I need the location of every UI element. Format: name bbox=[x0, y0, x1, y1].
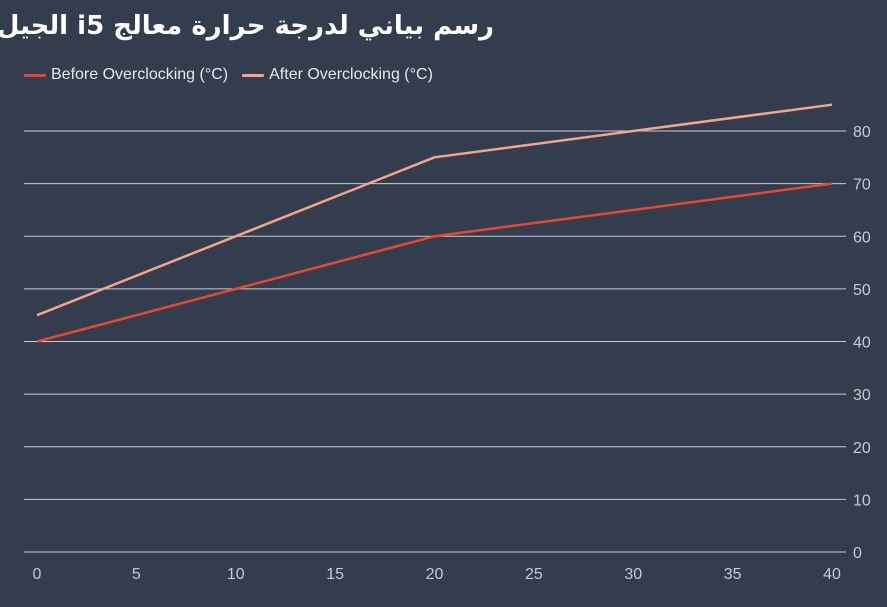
y-tick-label: 80 bbox=[853, 124, 871, 141]
y-tick-label: 70 bbox=[853, 177, 871, 194]
y-tick-label: 60 bbox=[853, 229, 871, 246]
legend-label-before: Before Overclocking (°C) bbox=[51, 66, 229, 83]
x-tick-label: 5 bbox=[132, 566, 141, 583]
x-tick-label: 35 bbox=[724, 566, 742, 583]
series-line-after[interactable] bbox=[36, 103, 833, 317]
series-lines bbox=[36, 103, 833, 343]
series-line-before[interactable] bbox=[36, 182, 833, 343]
legend-label-after: After Overclocking (°C) bbox=[269, 66, 433, 83]
y-tick-label: 0 bbox=[853, 545, 862, 562]
y-tick-label: 50 bbox=[853, 282, 871, 299]
x-tick-label: 0 bbox=[33, 566, 42, 583]
legend-item-after[interactable]: After Overclocking (°C) bbox=[242, 66, 433, 84]
x-tick-label: 40 bbox=[823, 566, 841, 583]
chart-title: رسم بياني لدرجة حرارة معالج i5 الجيل 6 bbox=[0, 11, 494, 41]
y-tick-label: 40 bbox=[853, 335, 871, 352]
y-axis-ticks: 0 10 20 30 40 50 60 70 80 bbox=[853, 124, 871, 562]
legend-swatch-before bbox=[24, 73, 46, 77]
y-tick-label: 20 bbox=[853, 440, 871, 457]
chart-legend: Before Overclocking (°C) After Overclock… bbox=[24, 64, 447, 86]
x-tick-label: 25 bbox=[525, 566, 543, 583]
grid-lines bbox=[24, 130, 846, 553]
x-tick-label: 20 bbox=[426, 566, 444, 583]
x-axis-ticks: 0 5 10 15 20 25 30 35 40 bbox=[33, 566, 841, 583]
legend-swatch-after bbox=[242, 73, 265, 77]
legend-item-before[interactable]: Before Overclocking (°C) bbox=[24, 66, 228, 84]
x-tick-label: 15 bbox=[326, 566, 344, 583]
x-tick-label: 10 bbox=[227, 566, 245, 583]
x-tick-label: 30 bbox=[624, 566, 642, 583]
y-tick-label: 30 bbox=[853, 387, 871, 404]
y-tick-label: 10 bbox=[853, 492, 871, 509]
